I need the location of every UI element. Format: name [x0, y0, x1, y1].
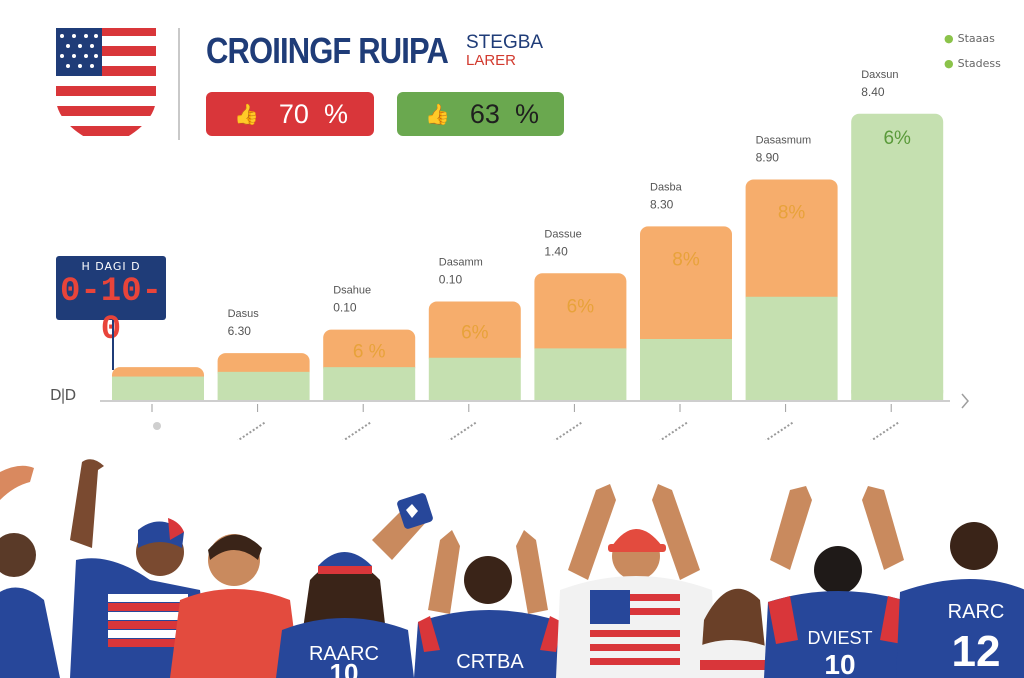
y-axis-tick-label: D|D	[50, 386, 76, 404]
bar-annotation-value: 0.10	[439, 272, 463, 286]
subtitle-top: STEGBA	[466, 32, 544, 53]
stat-badge-green: 👍 63 %	[397, 92, 564, 136]
legend-label: Stadess	[957, 57, 1001, 70]
jersey-text: DVIEST	[807, 628, 872, 648]
bar-segment-base	[112, 376, 204, 400]
scoreboard: H DAGI D 0-10-0	[56, 256, 166, 349]
bar-chart: Dasus 6.30 6 % Dsahue 0.10 6% Dasamm 0.10 6% Dass…	[100, 69, 969, 440]
jersey-number: 10	[824, 649, 855, 678]
x-tick-label-placeholder	[659, 421, 689, 440]
bar-annotation-name: Dassue	[544, 228, 581, 240]
legend-item: ● Staaas	[944, 26, 1001, 51]
x-tick-label-placeholder	[553, 421, 583, 440]
x-tick-label-placeholder	[447, 421, 478, 440]
bar-annotation-name: Dasamm	[439, 256, 483, 268]
bar-annotation-value: 8.40	[861, 85, 885, 99]
us-flag-shield-icon	[56, 28, 156, 148]
bar-segment-top	[745, 179, 838, 305]
bar-segment-base-square	[851, 390, 944, 400]
stat-badge-red: 👍 70 %	[206, 92, 374, 136]
jersey-text: CRTBA	[456, 651, 524, 673]
legend-label: Staaas	[957, 32, 995, 45]
header-divider	[178, 28, 180, 140]
bar-segment-base	[428, 357, 521, 400]
bar-annotation-name: Dasasmum	[756, 134, 812, 146]
jersey-number: 10	[330, 658, 359, 678]
stat-value: 63	[469, 98, 500, 129]
bar-annotation-value: 8.30	[650, 197, 674, 211]
bar-data-label: 8%	[778, 202, 806, 223]
stat-unit: %	[514, 98, 539, 129]
bar-segment-base	[323, 367, 416, 400]
scoreboard-label: H DAGI D	[81, 260, 141, 273]
jersey-text: RARC	[948, 601, 1005, 623]
chart-legend: ● Staaas ● Stadess	[944, 26, 1001, 76]
bar-segment-top	[428, 301, 521, 366]
bar-segment-base	[745, 296, 838, 400]
bar-annotation-value: 1.40	[544, 244, 568, 258]
fans-illustration: RAARC 10 CRTBA DVIEST 10	[0, 459, 1024, 678]
x-tick-label-placeholder	[236, 421, 267, 440]
x-tick-label-placeholder	[764, 421, 795, 440]
bar-segment-base	[851, 113, 944, 401]
bar-segment-base	[217, 371, 310, 400]
bar-segment-top	[534, 273, 627, 357]
fan-figures: RAARC 10 CRTBA DVIEST 10	[0, 459, 1024, 678]
bar-data-label: 8%	[672, 249, 700, 270]
scoreboard-score: 0-10-0	[59, 273, 163, 349]
bar-annotation-value: 8.90	[756, 150, 780, 164]
x-axis-arrow-icon	[961, 393, 969, 409]
stat-unit: %	[323, 98, 348, 129]
subtitle-bottom: LARER	[466, 52, 517, 69]
bar-annotation-name: Daxsun	[861, 69, 898, 81]
bar-data-label: 6%	[461, 323, 489, 344]
thumbs-up-icon: 👍	[234, 103, 259, 126]
bar-segment-base	[534, 348, 627, 400]
legend-dot-icon: ●	[944, 57, 954, 70]
jersey-number: 12	[952, 627, 1001, 676]
x-axis-origin-dot-icon	[153, 422, 161, 430]
bar-annotation-name: Dasba	[650, 181, 683, 193]
legend-dot-icon: ●	[944, 32, 954, 45]
jersey-text: RAARC	[309, 643, 379, 665]
bar-annotation-value: 0.10	[333, 301, 357, 315]
thumbs-up-icon: 👍	[425, 103, 450, 126]
bar-annotation-value: 6.30	[228, 324, 252, 338]
scoreboard-pole	[112, 320, 114, 370]
bar-data-label: 6 %	[353, 341, 386, 362]
bar-annotation-name: Dsahue	[333, 285, 371, 297]
page-title: CROIINGF RUIPA	[206, 30, 449, 71]
bar-data-label: 6%	[567, 296, 595, 317]
x-tick-label-placeholder	[870, 421, 900, 440]
bar-segment-top	[640, 226, 732, 347]
bar-segment-base	[640, 339, 732, 400]
x-tick-label-placeholder	[342, 421, 372, 440]
bar-data-label: 6%	[883, 128, 911, 149]
bar-annotation-name: Dasus	[228, 308, 260, 320]
bar-segment-top	[323, 329, 416, 376]
stat-value: 70	[278, 98, 309, 129]
legend-item: ● Stadess	[944, 51, 1001, 76]
